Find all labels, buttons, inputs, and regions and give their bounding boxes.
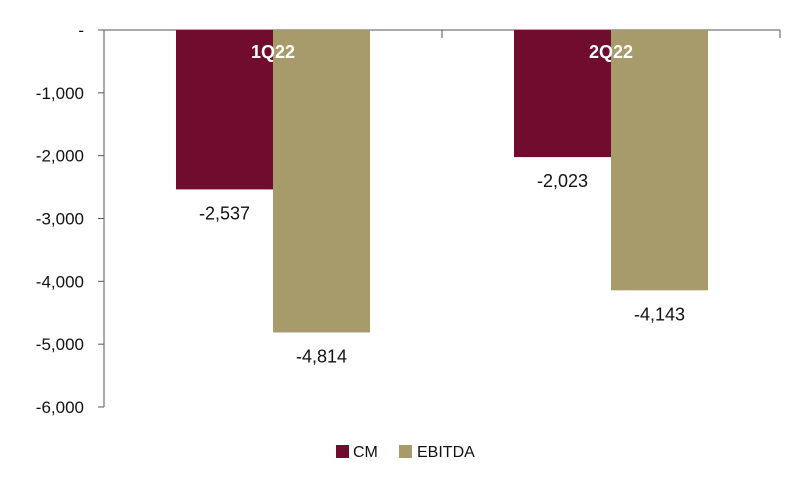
data-label: -4,143 xyxy=(634,304,685,324)
y-tick-label: -1,000 xyxy=(36,84,84,103)
legend: CM EBITDA xyxy=(336,444,475,461)
y-tick-label: -4,000 xyxy=(36,272,84,291)
data-label: -2,537 xyxy=(199,203,250,223)
x-category-label: 1Q22 xyxy=(251,42,295,62)
data-label: -4,814 xyxy=(296,346,347,366)
bar-ebitda-2q22 xyxy=(611,30,708,291)
legend-swatch-cm xyxy=(336,445,349,458)
data-label: -2,023 xyxy=(537,171,588,191)
legend-label-ebitda: EBITDA xyxy=(417,444,475,461)
y-tick-label: - xyxy=(78,21,84,40)
bar-cm-1q22 xyxy=(176,30,273,190)
axis-layer: - -1,000 -2,000 -3,000 -4,000 -5,000 -6,000 xyxy=(36,21,781,417)
y-tick-label: -6,000 xyxy=(36,398,84,417)
legend-swatch-ebitda xyxy=(399,445,412,458)
x-category-label: 2Q22 xyxy=(589,42,633,62)
bars-layer xyxy=(176,30,708,333)
y-tick-label: -5,000 xyxy=(36,335,84,354)
y-tick-label: -3,000 xyxy=(36,210,84,229)
bar-cm-2q22 xyxy=(514,30,611,158)
y-tick-label: -2,000 xyxy=(36,147,84,166)
legend-label-cm: CM xyxy=(353,444,378,461)
bar-ebitda-1q22 xyxy=(273,30,370,333)
labels-layer: -2,537 -4,814 1Q22 -2,023 -4,143 2Q22 xyxy=(199,42,685,366)
